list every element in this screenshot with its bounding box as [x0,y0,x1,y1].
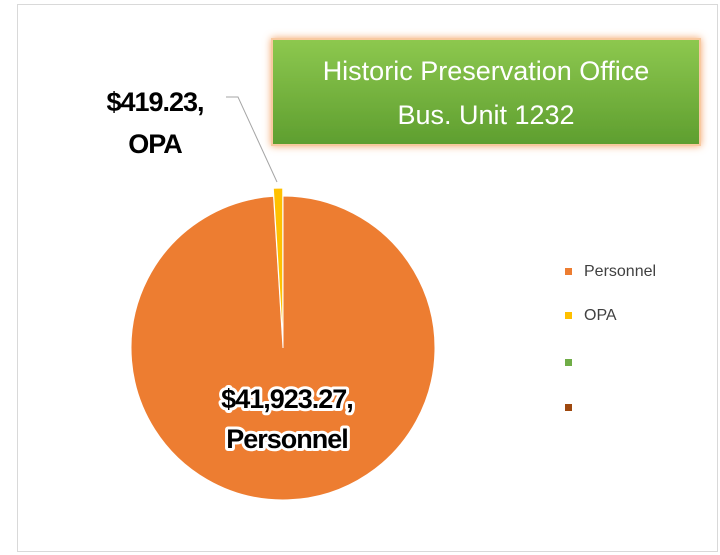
leader-line [226,96,278,183]
legend-marker [565,312,572,319]
legend-label: OPA [584,307,617,324]
data-label: Personnel [226,424,348,454]
legend-marker [565,404,572,411]
legend-marker [565,359,572,366]
legend-marker [565,268,572,275]
data-label: $41,923.27, [221,384,353,414]
data-label: $419.23, [106,87,203,117]
data-label: OPA [128,129,182,159]
chart-title: Historic Preservation Office [323,56,650,86]
pie-slice [272,187,284,341]
legend-label: Personnel [584,263,656,280]
pie-slice [130,195,436,501]
title-box [271,38,701,146]
chart-title: Bus. Unit 1232 [397,100,574,130]
